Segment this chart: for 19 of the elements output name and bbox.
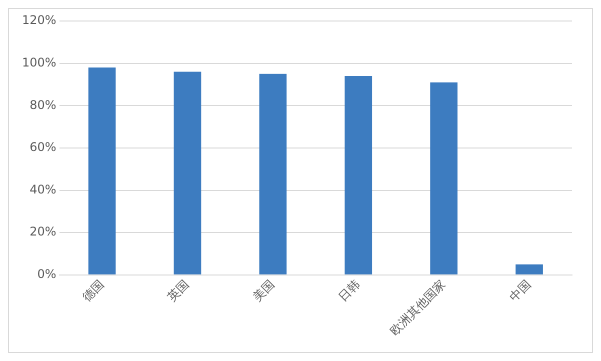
bar (174, 72, 202, 274)
y-tick-label: 20% (30, 224, 56, 239)
bar (259, 74, 287, 274)
y-tick-label: 60% (30, 140, 56, 154)
y-tick-label: 100% (22, 55, 56, 70)
x-tick-label: 欧洲其他国家 (387, 277, 448, 338)
bar (88, 68, 116, 274)
bar (430, 82, 458, 274)
x-tick-label: 美国 (250, 277, 278, 304)
bar (344, 76, 372, 274)
y-tick-label: 120% (22, 13, 56, 28)
bar (516, 264, 543, 274)
x-tick-label: 德国 (79, 277, 106, 304)
y-tick-label: 0% (37, 267, 56, 282)
x-tick-label: 日韩 (336, 277, 363, 304)
x-tick-label: 英国 (164, 277, 192, 304)
x-tick-label: 中国 (506, 277, 534, 304)
y-tick-label: 80% (30, 98, 56, 112)
y-tick-label: 40% (30, 182, 56, 196)
